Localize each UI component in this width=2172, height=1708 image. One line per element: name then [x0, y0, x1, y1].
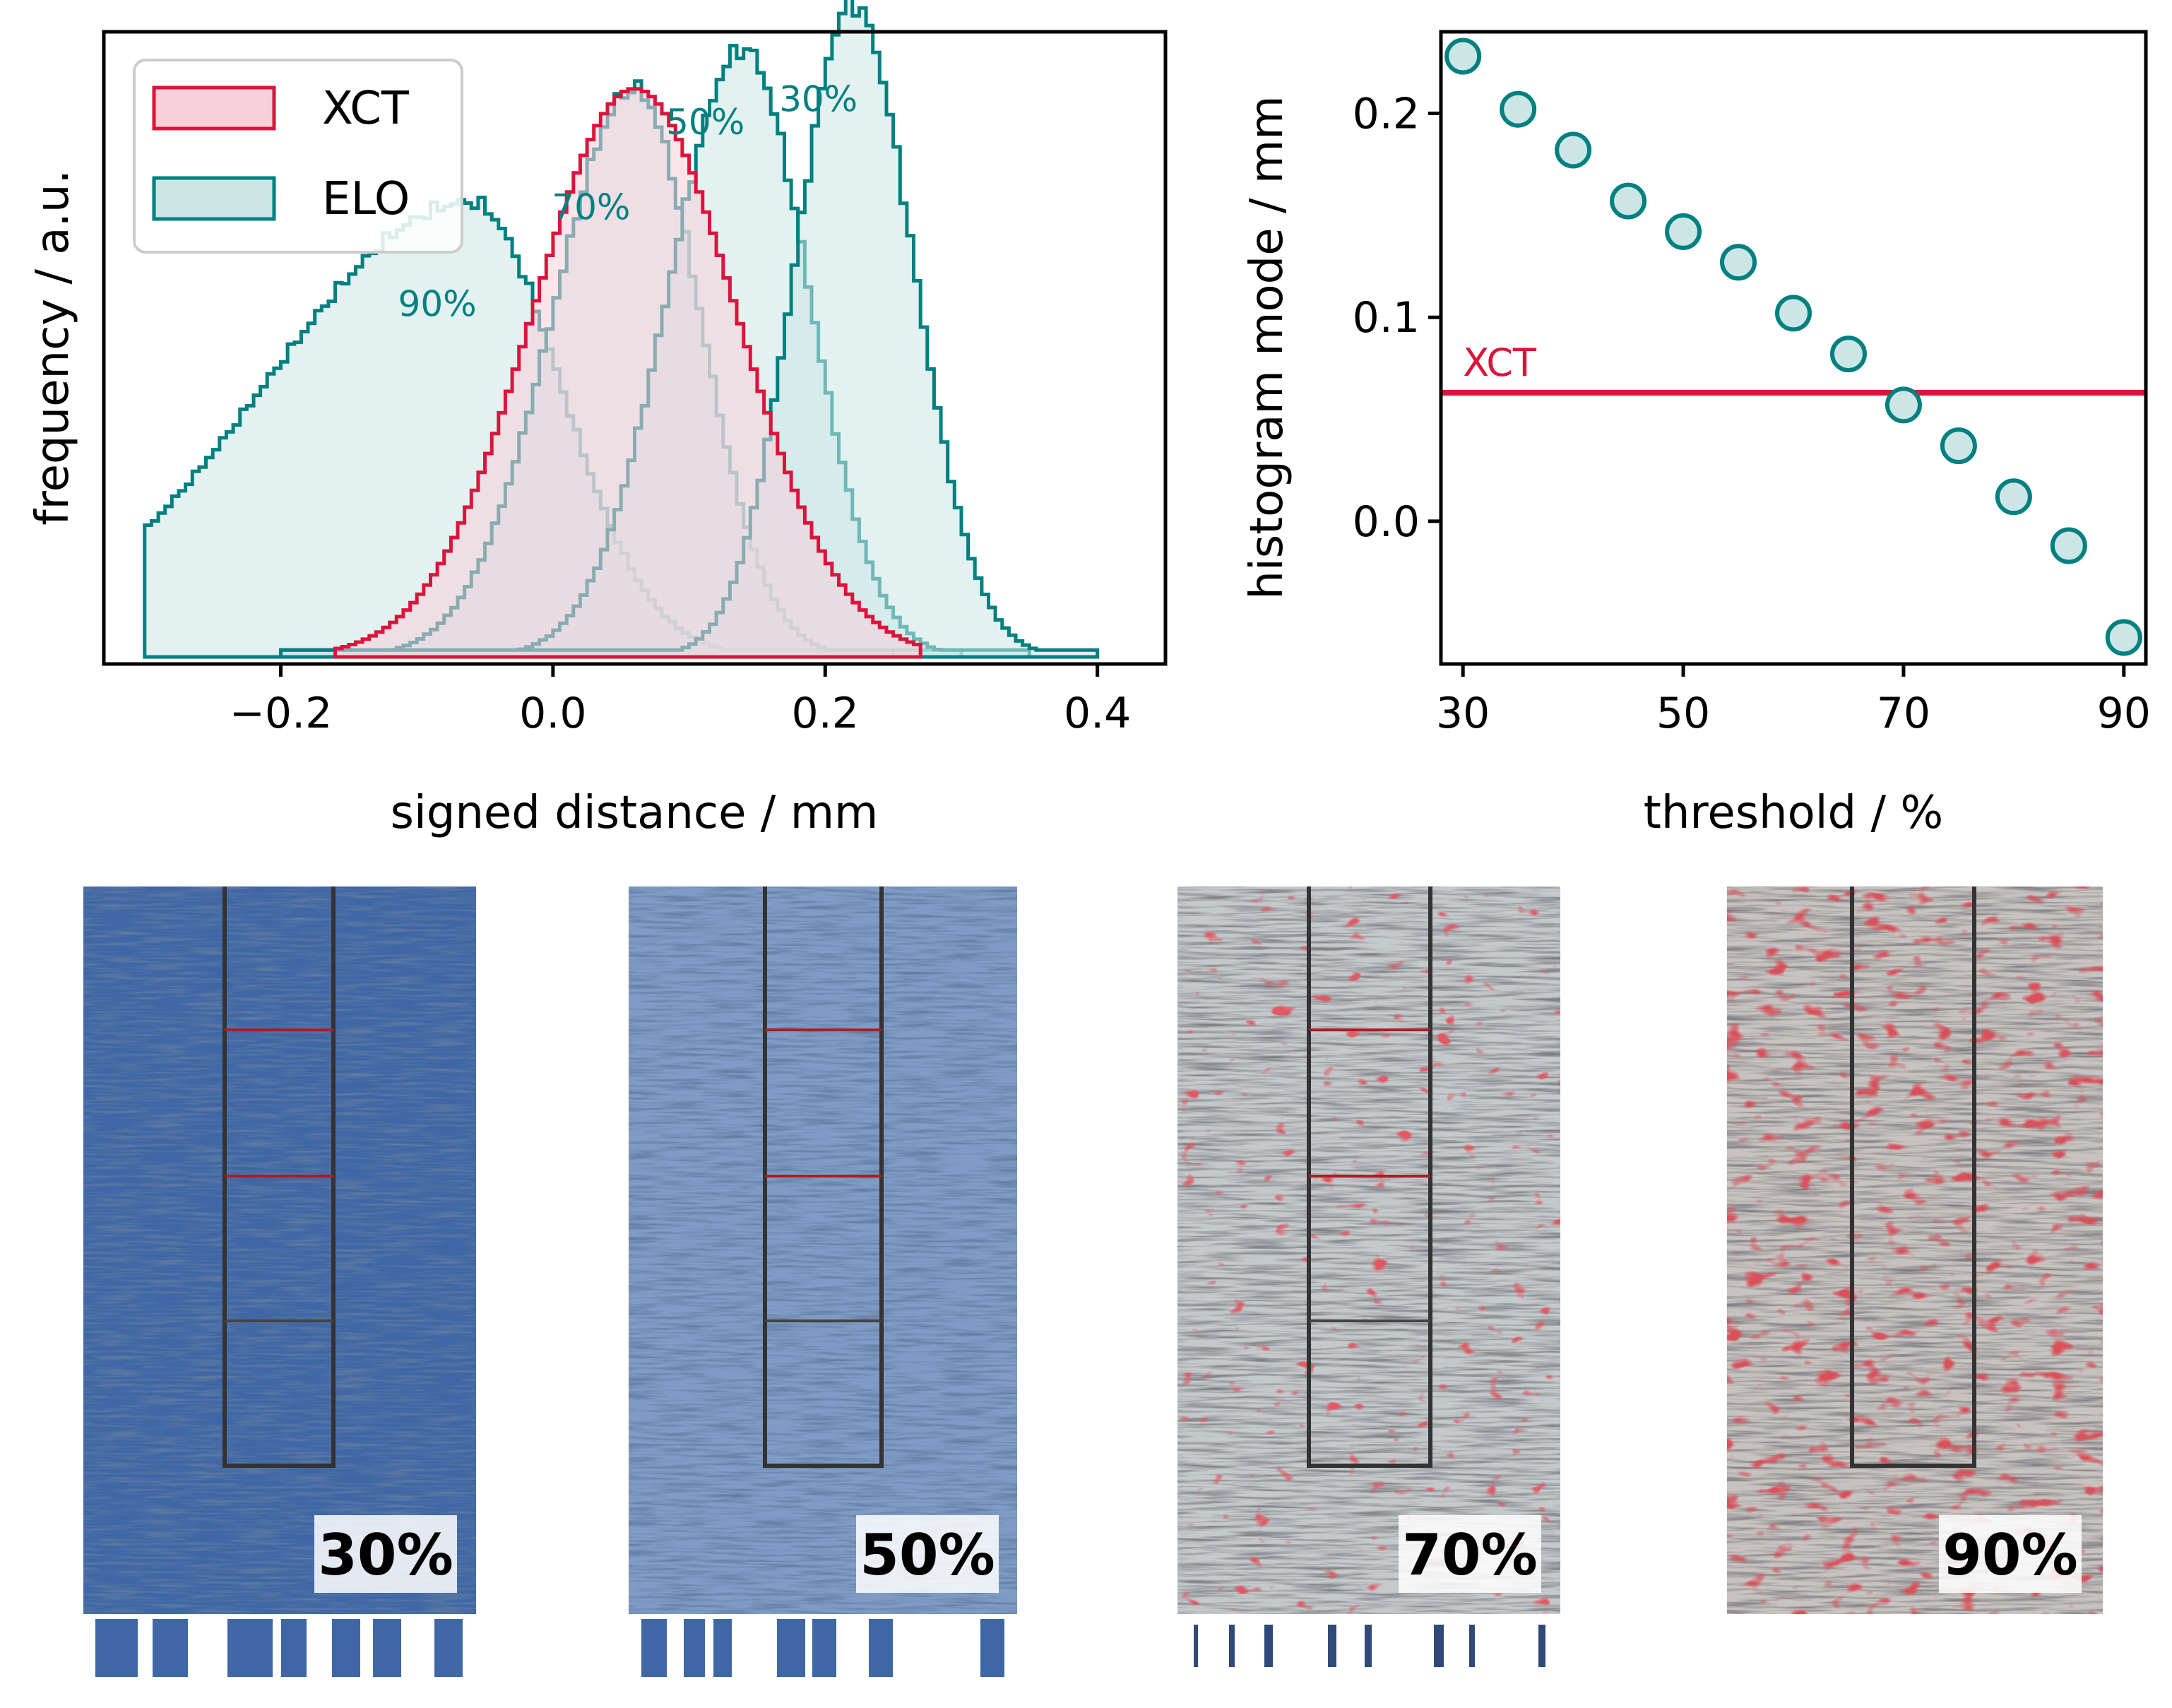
histogram-frame [102, 30, 1168, 666]
legend-swatch-elo [152, 176, 276, 221]
panel-texture [629, 886, 1017, 1614]
scatter-point [1775, 295, 1812, 332]
scatter-x-tick-label: 90 [2097, 689, 2151, 738]
histogram-curve-label: 30% [779, 79, 857, 120]
scatter-y-tick-label: 0.2 [1353, 89, 1420, 138]
render-panel-70: 70% [1177, 886, 1560, 1667]
histogram-series-xct [333, 87, 922, 659]
panel-label: 90% [1942, 1522, 2077, 1588]
histogram-legend: XCT ELO [133, 59, 463, 254]
histogram-curve-labels: 90% 70% 50% 30% [398, 79, 858, 325]
histogram-chart: −0.2 0.0 0.2 0.4 90% 70% 50% 30% signed distan… [27, 0, 1168, 839]
histogram-series-layer [143, 0, 1100, 659]
scatter-point [2105, 619, 2142, 656]
scatter-y-tick-label: 0.1 [1353, 293, 1420, 343]
panel-label-box [1939, 1515, 2082, 1593]
histogram-x-tick-label: 0.4 [1064, 689, 1131, 738]
surface-render-panels: 30% 50% [83, 886, 2103, 1677]
panel-label-box [856, 1515, 999, 1593]
scatter-point [1940, 427, 1977, 465]
panel-slot-outline [1850, 886, 1976, 1468]
histogram-curve-label: 50% [666, 102, 744, 143]
render-panel-50: 50% [629, 886, 1017, 1677]
scatter-point [1444, 37, 1482, 75]
histogram-x-tick-label: −0.2 [230, 689, 333, 738]
xct-reference-label: XCT [1463, 340, 1537, 385]
scatter-point [1720, 244, 1757, 281]
scatter-x-ticks: 30 50 70 90 [1436, 664, 2151, 738]
legend-swatch-xct [152, 85, 276, 131]
scatter-point [1610, 182, 1647, 220]
scatter-point [1829, 336, 1867, 373]
panel-red-spots [1727, 886, 2103, 1614]
scatter-y-tick-label: 0.0 [1353, 497, 1420, 547]
render-panel-90: 90% [1727, 886, 2103, 1614]
xct-reference-line-layer: XCT [1441, 340, 2146, 396]
panel-label-box [314, 1515, 457, 1593]
panel-texture [83, 886, 476, 1614]
panel-label-box [1399, 1515, 1541, 1593]
scatter-point [2050, 527, 2087, 564]
scatter-point [1665, 213, 1702, 250]
histogram-x-tick-label: 0.2 [792, 689, 859, 738]
legend-label-elo: ELO [322, 173, 410, 225]
scatter-frame [1439, 30, 2148, 666]
panel-label: 50% [860, 1522, 995, 1588]
panel-label: 30% [318, 1522, 453, 1588]
histogram-x-ticks: −0.2 0.0 0.2 0.4 [230, 664, 1131, 738]
scatter-y-axis-label: histogram mode / mm [1241, 95, 1293, 599]
scatter-points-layer [1444, 37, 2142, 656]
scatter-point [1555, 131, 1592, 169]
panel-support-stubs [641, 1619, 1004, 1677]
histogram-x-axis-label: signed distance / mm [391, 787, 879, 839]
histogram-curve-label: 70% [552, 187, 630, 228]
histogram-y-axis-label: frequency / a.u. [27, 170, 79, 526]
scatter-x-tick-label: 50 [1656, 689, 1710, 738]
render-panel-30: 30% [83, 886, 476, 1677]
scatter-chart: XCT 30 50 70 90 0.0 0.1 0.2 threshold / % his… [1241, 30, 2151, 839]
scatter-y-ticks: 0.0 0.1 0.2 [1353, 89, 1441, 547]
panel-support-stubs [95, 1619, 463, 1677]
panel-label: 70% [1402, 1522, 1537, 1588]
legend-label-xct: XCT [322, 83, 410, 135]
panel-red-spots [1177, 886, 1560, 1614]
scatter-x-axis-label: threshold / % [1644, 787, 1943, 839]
scatter-x-tick-label: 70 [1877, 689, 1930, 738]
scatter-point [1885, 386, 1922, 424]
scatter-x-tick-label: 30 [1436, 689, 1490, 738]
panel-support-stubs [1194, 1625, 1545, 1667]
scatter-point [1995, 478, 2032, 516]
scatter-point [1500, 90, 1537, 128]
histogram-curve-label: 90% [398, 283, 477, 324]
histogram-x-tick-label: 0.0 [519, 689, 586, 738]
